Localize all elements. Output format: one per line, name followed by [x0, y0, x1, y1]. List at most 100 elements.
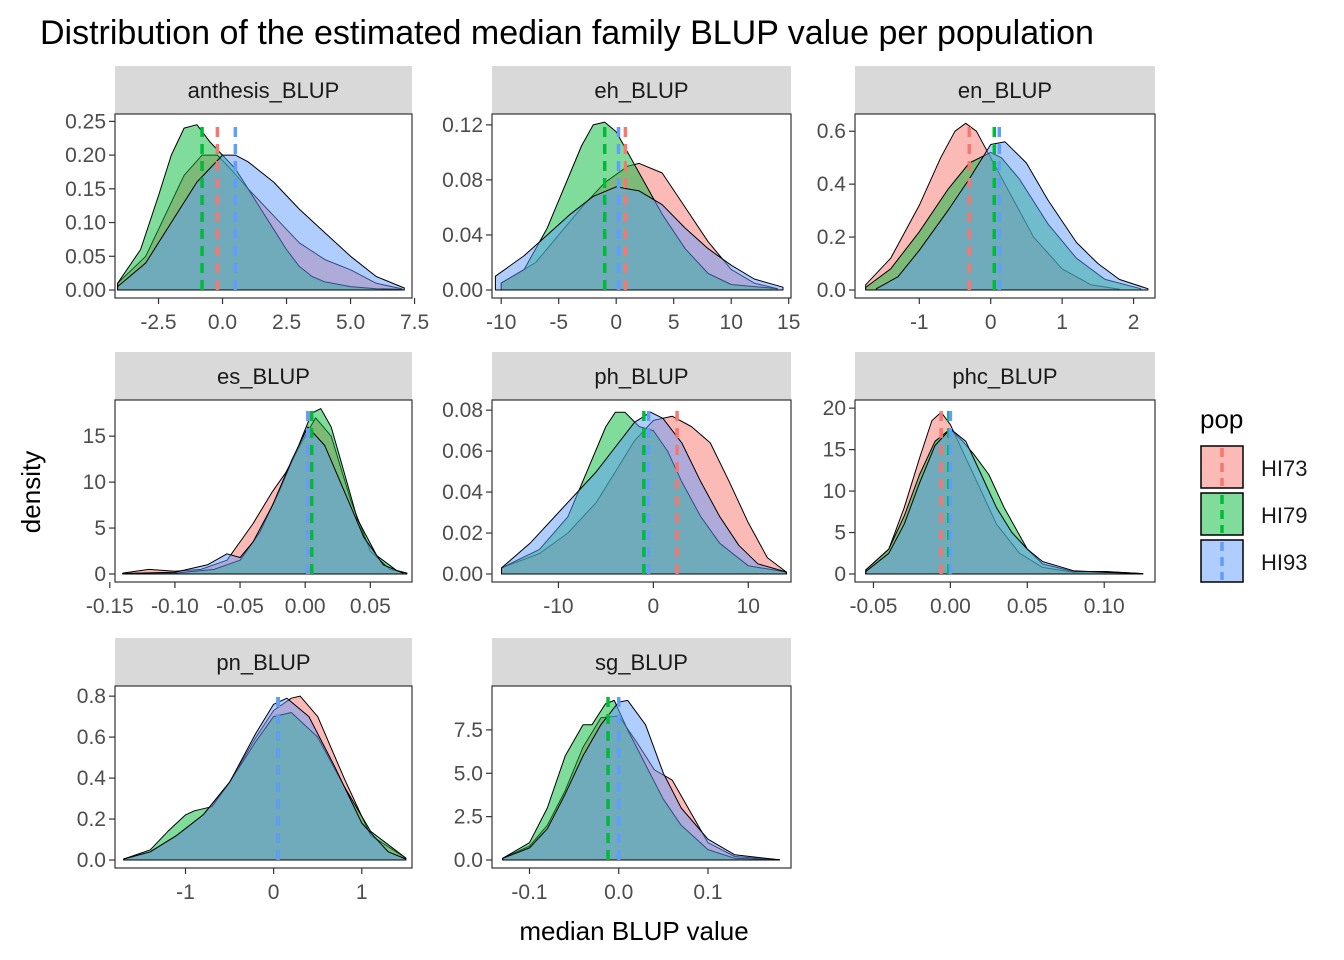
y-tick-label: 2.5: [454, 806, 483, 829]
x-tick-label: -1: [176, 881, 195, 904]
panel-border: [114, 685, 413, 869]
density-area-hi93: [122, 426, 404, 575]
facet-strip-label: phc_BLUP: [952, 364, 1057, 389]
x-tick-label: 0.00: [285, 595, 326, 618]
y-tick-label: 0: [94, 563, 106, 586]
panel-sg-blup: sg_BLUP -0.1 0.0 0.1 0.0 2.5 5.0 7.5: [454, 638, 792, 904]
y-tick-label: 5: [94, 517, 106, 540]
x-tick-label: -0.05: [850, 595, 898, 618]
x-tick-label: 2: [1128, 311, 1140, 334]
x-tick-label: 2.5: [272, 311, 301, 334]
panel-border: [491, 113, 792, 299]
panel-ph-blup: ph_BLUP -10 0 10 0.00 0.02 0.04 0.06 0.08: [442, 352, 792, 618]
y-tick-label: 5: [834, 522, 846, 545]
x-tick-label: 10: [720, 311, 743, 334]
facet-panels: anthesis_BLUP-2.5 0.0 2.5 5.0 7.50.000.050.1…: [65, 66, 1156, 904]
panel-anthesis-blup: anthesis_BLUP -2.5 0.0 2.5 5.0 7.5 0.00 0.05 0.1…: [65, 66, 429, 334]
legend-label: HI93: [1261, 550, 1307, 575]
x-tick-label: -10: [486, 311, 516, 334]
y-tick-label: 0.0: [817, 279, 846, 302]
x-tick-label: 0.1: [693, 881, 722, 904]
y-tick-label: 0.6: [817, 120, 846, 143]
x-tick-label: -1: [910, 311, 929, 334]
panel-eh-blup: eh_BLUP -10 -5 0 5 10 15 0.00 0.04 0.08 0.12: [442, 66, 800, 334]
panel-en-blup: en_BLUP -1 0 1 2 0.0 0.2 0.4 0.6: [817, 66, 1156, 334]
density-area-hi93: [123, 697, 407, 861]
x-tick-label: 1: [1056, 311, 1068, 334]
x-tick-label: -5: [549, 311, 568, 334]
y-tick-label: 0.04: [442, 224, 483, 247]
facet-strip-label: ph_BLUP: [594, 364, 688, 389]
legend-item-hi93: HI93: [1200, 539, 1307, 583]
y-tick-label: 0.00: [65, 279, 106, 302]
y-tick-label: 0.06: [442, 440, 483, 463]
facet-strip: [855, 352, 1155, 400]
x-tick-label: -0.05: [216, 595, 264, 618]
facet-strip: [115, 638, 412, 686]
y-tick-label: 10: [83, 471, 106, 494]
chart-title: Distribution of the estimated median fam…: [40, 14, 1094, 52]
y-tick-label: 0.00: [442, 563, 483, 586]
legend-label: HI73: [1261, 456, 1307, 481]
y-tick-label: 0: [834, 563, 846, 586]
x-tick-label: -0.10: [151, 595, 199, 618]
density-area-hi93: [494, 186, 784, 291]
y-tick-label: 7.5: [454, 719, 483, 742]
y-tick-label: 0.05: [65, 245, 106, 268]
y-tick-label: 0.25: [65, 110, 106, 133]
x-tick-label: 0.0: [208, 311, 237, 334]
y-tick-label: 0.4: [77, 767, 107, 790]
x-axis-label: median BLUP value: [519, 916, 748, 946]
facet-strip: [492, 352, 791, 400]
facet-strip: [855, 66, 1155, 114]
panel-border: [114, 113, 413, 299]
y-tick-label: 15: [823, 439, 846, 462]
facet-strip-label: en_BLUP: [958, 78, 1052, 103]
y-tick-label: 0.0: [77, 849, 106, 872]
y-tick-label: 0.20: [65, 144, 106, 167]
panel-phc-blup: phc_BLUP -0.05 0.00 0.05 0.10 0 5 10 15 20: [823, 352, 1156, 618]
y-tick-label: 20: [823, 397, 846, 420]
facet-strip: [115, 66, 412, 114]
panel-es-blup: es_BLUP -0.15 -0.10 -0.05 0.00 0.05 0 5 10 15: [83, 352, 413, 618]
y-tick-label: 0.08: [442, 399, 483, 422]
x-tick-label: -2.5: [140, 311, 176, 334]
legend: pop HI73 HI79 HI93: [1200, 404, 1307, 583]
x-tick-label: 0.00: [930, 595, 971, 618]
y-tick-label: 0.0: [454, 849, 483, 872]
density-area-hi93: [865, 428, 1144, 575]
x-tick-label: 0.05: [350, 595, 391, 618]
y-tick-label: 5.0: [454, 762, 483, 785]
panel-border: [491, 399, 792, 583]
facet-strip-label: sg_BLUP: [595, 650, 688, 675]
legend-item-hi79: HI79: [1200, 492, 1307, 536]
x-tick-label: 15: [777, 311, 800, 334]
x-tick-label: 0.10: [1084, 595, 1125, 618]
density-area-hi93: [875, 141, 1149, 291]
x-tick-label: -0.15: [86, 595, 134, 618]
x-tick-label: 0.05: [1007, 595, 1048, 618]
y-tick-label: 0.12: [442, 114, 483, 137]
legend-label: HI79: [1261, 503, 1307, 528]
x-tick-label: 5: [668, 311, 680, 334]
legend-title: pop: [1200, 404, 1243, 434]
x-tick-label: 0: [648, 595, 660, 618]
x-tick-label: 10: [737, 595, 760, 618]
y-tick-label: 0.6: [77, 726, 106, 749]
density-area-hi93: [501, 411, 787, 575]
density-area-hi93: [502, 699, 780, 861]
y-tick-label: 0.04: [442, 481, 483, 504]
x-tick-label: -10: [543, 595, 573, 618]
facet-strip-label: eh_BLUP: [594, 78, 688, 103]
x-tick-label: 7.5: [400, 311, 429, 334]
facet-strip-label: es_BLUP: [217, 364, 310, 389]
y-axis-label: density: [16, 451, 46, 533]
y-tick-label: 0.4: [817, 173, 847, 196]
facet-strip-label: anthesis_BLUP: [188, 78, 340, 103]
facet-strip: [492, 66, 791, 114]
y-tick-label: 0.15: [65, 178, 106, 201]
y-tick-label: 0.02: [442, 522, 483, 545]
y-tick-label: 0.2: [77, 808, 106, 831]
x-tick-label: 0.0: [604, 881, 633, 904]
